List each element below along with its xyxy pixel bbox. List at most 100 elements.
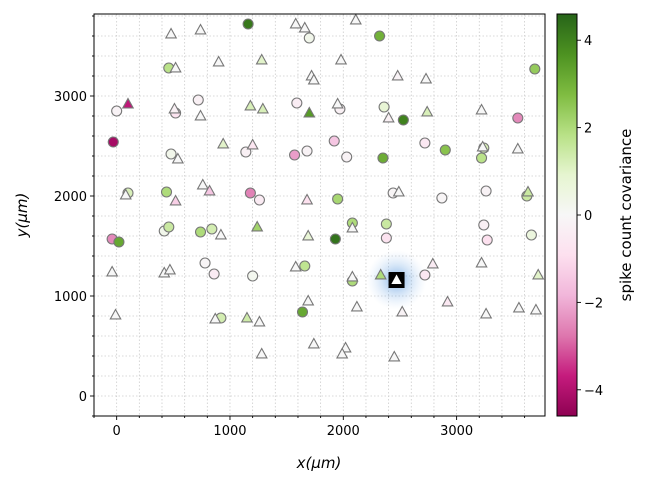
neuron-triangle-point: [302, 229, 315, 241]
neuron-triangle-point: [255, 53, 268, 65]
neuron-circle-point: [194, 226, 207, 238]
neuron-triangle-point: [334, 53, 348, 65]
neuron-circle-point: [291, 97, 303, 109]
grid: [94, 14, 545, 416]
x-tick-label: 3000: [440, 424, 473, 439]
neuron-circle-point: [301, 145, 313, 157]
neuron-triangle-point: [212, 55, 225, 67]
colorbar-tick-label: −2: [584, 296, 603, 311]
neuron-triangle-point: [346, 221, 359, 233]
neuron-circle-point: [111, 105, 123, 117]
neuron-circle-point: [303, 32, 315, 44]
neuron-triangle-point: [349, 14, 362, 25]
neuron-circle-point: [113, 236, 125, 248]
neuron-circle-point: [419, 269, 431, 281]
reference-marker-triangle: [391, 274, 402, 284]
neuron-circle-point: [397, 114, 409, 126]
neuron-triangle-point: [391, 69, 404, 81]
neuron-triangle-point: [244, 99, 257, 111]
neuron-circle-point: [289, 149, 301, 161]
neuron-triangle-point: [121, 97, 135, 109]
y-tick-label: 3000: [54, 90, 87, 105]
neuron-triangle-point: [511, 142, 524, 154]
neuron-triangle-point: [336, 347, 349, 359]
x-axis: 0 1000 2000 3000: [93, 416, 526, 439]
neuron-circle-point: [380, 218, 392, 230]
neuron-circle-point: [475, 152, 488, 164]
neuron-triangle-point: [374, 268, 387, 280]
neuron-circle-point: [247, 270, 259, 282]
plot-frame: [93, 13, 546, 417]
neuron-circle-point: [242, 18, 254, 30]
x-tick-label: 1000: [213, 424, 246, 439]
neuron-triangle-point: [169, 194, 182, 206]
neuron-circle-point: [192, 94, 204, 106]
neuron-circle-point: [529, 63, 541, 75]
neuron-triangle-point: [109, 308, 122, 320]
neuron-triangle-point: [214, 228, 228, 240]
neuron-triangle-point: [521, 185, 535, 197]
x-tick-label: 2000: [327, 424, 360, 439]
neuron-circle-point: [378, 101, 390, 113]
colorbar-tick-label: 4: [584, 34, 592, 49]
neuron-circle-point: [160, 186, 173, 198]
x-axis-label: x(μm): [296, 454, 342, 472]
neuron-triangle-point: [388, 350, 401, 362]
y-tick-label: 2000: [54, 190, 87, 205]
neuron-triangle-point: [307, 337, 320, 349]
neuron-triangle-point: [203, 184, 216, 196]
neuron-triangle-point: [289, 17, 302, 29]
neuron-triangle-point: [255, 347, 268, 359]
neuron-circle-point: [341, 151, 353, 163]
neuron-circle-point: [419, 137, 431, 149]
neuron-circle-point: [165, 148, 177, 160]
neuron-triangle-point: [532, 268, 545, 280]
neuron-triangle-point: [350, 300, 364, 312]
colorbar-tick-label: −4: [584, 384, 603, 399]
neuron-triangle-point: [253, 315, 266, 327]
neuron-triangle-point: [396, 305, 409, 317]
neuron-triangle-point: [169, 61, 182, 73]
neuron-triangle-point: [256, 102, 269, 114]
colorbar-ticks: 4 2 0 −2 −4: [577, 34, 603, 399]
neuron-triangle-point: [196, 178, 209, 190]
neuron-triangle-point: [209, 312, 222, 324]
neuron-triangle-point: [307, 73, 320, 85]
neuron-triangle-point: [289, 260, 302, 272]
neuron-triangle-point: [298, 21, 311, 33]
y-tick-label: 1000: [54, 290, 87, 305]
neuron-triangle-point: [475, 256, 488, 268]
neuron-triangle-point: [479, 307, 493, 319]
neuron-triangle-point: [441, 295, 454, 307]
neuron-circle-point: [329, 233, 341, 245]
neuron-circle-point: [199, 257, 211, 269]
neuron-circle-point: [206, 223, 218, 235]
neuron-triangle-point: [194, 23, 207, 35]
x-tick-label: 0: [113, 424, 121, 439]
neuron-circle-point: [439, 144, 451, 156]
neuron-triangle-point: [164, 27, 178, 39]
plot-background: [94, 14, 545, 416]
neuron-triangle-point: [300, 193, 314, 205]
colorbar-label: spike count covariance: [617, 129, 635, 302]
y-axis: 0 1000 2000 3000: [54, 15, 94, 417]
colorbar-tick-label: 0: [584, 209, 592, 224]
neuron-circle-point: [163, 221, 175, 233]
neuron-triangle-point: [382, 111, 395, 123]
neuron-circle-point: [436, 192, 448, 204]
neuron-triangle-point: [105, 265, 119, 277]
neuron-circle-point: [480, 185, 492, 197]
neuron-circle-point: [478, 219, 490, 231]
neuron-circle-point: [299, 260, 311, 272]
neuron-triangle-point: [331, 97, 344, 109]
neuron-circle-point: [481, 234, 493, 246]
neuron-triangle-point: [419, 72, 433, 84]
neuron-triangle-point: [171, 152, 185, 164]
neuron-circle-point: [525, 229, 537, 241]
neuron-circle-point: [296, 306, 309, 318]
reference-neuron: [388, 272, 405, 288]
neuron-circle-point: [374, 30, 386, 42]
neuron-circle-point: [244, 187, 256, 199]
neuron-circle-point: [253, 194, 265, 206]
neuron-triangle-point: [119, 188, 132, 200]
